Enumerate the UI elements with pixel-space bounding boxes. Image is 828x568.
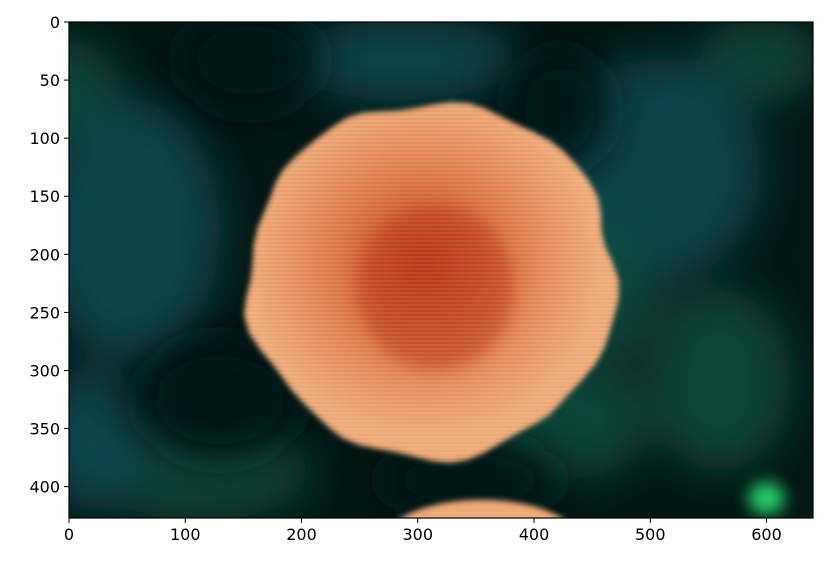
second-flower (401, 499, 563, 518)
y-tick-label: 350 (29, 420, 60, 439)
x-tick-label: 100 (170, 525, 201, 544)
y-tick-label: 300 (29, 361, 60, 380)
y-tick-label: 50 (40, 71, 60, 90)
x-tick-label: 300 (402, 525, 433, 544)
x-tick-label: 0 (64, 525, 74, 544)
main-flower (244, 102, 619, 463)
axes: 0 100 200 300 400 500 600 0 50 100 150 200 250 300 350… (29, 13, 814, 544)
y-tick-label: 200 (29, 245, 60, 264)
x-tick-label: 500 (635, 525, 666, 544)
y-tick-label: 150 (29, 187, 60, 206)
x-tick-label: 600 (751, 525, 782, 544)
y-tick-label: 400 (29, 478, 60, 497)
y-tick-label: 250 (29, 303, 60, 322)
y-tick-label: 0 (50, 13, 60, 32)
x-tick-label: 200 (286, 525, 317, 544)
axes-frame (68, 21, 814, 519)
green-highlight (748, 482, 785, 515)
photo-image (69, 22, 813, 518)
x-tick-label: 400 (519, 525, 550, 544)
y-tick-label: 100 (29, 129, 60, 148)
